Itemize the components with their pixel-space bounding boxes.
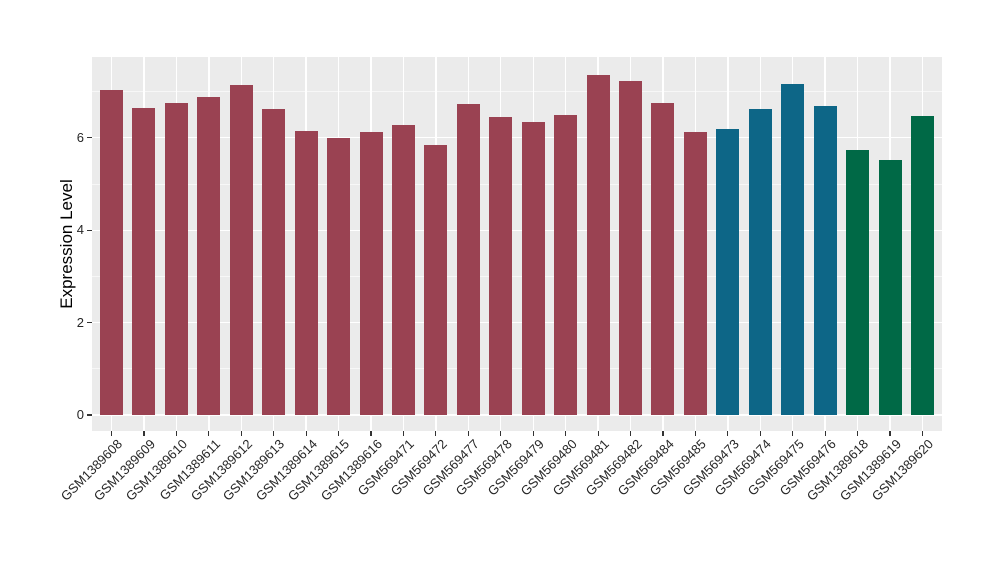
- x-tick-mark: [629, 431, 632, 436]
- x-tick-mark: [500, 431, 502, 436]
- bar-GSM569481: [586, 74, 610, 415]
- x-tick-mark: [532, 431, 534, 436]
- bar-GSM569476: [813, 105, 837, 415]
- x-tick-mark: [662, 431, 664, 436]
- x-tick-mark: [727, 431, 729, 436]
- x-tick-mark: [889, 431, 891, 436]
- gridline-major: [92, 137, 942, 139]
- x-tick-mark: [175, 431, 177, 436]
- bar-GSM1389619: [878, 160, 902, 415]
- bar-GSM1389612: [229, 85, 253, 415]
- bar-GSM1389616: [359, 131, 383, 415]
- y-tick-label: 4: [76, 222, 84, 238]
- x-tick-mark: [370, 431, 372, 436]
- bar-GSM1389614: [294, 130, 318, 415]
- bar-GSM569478: [489, 117, 513, 415]
- bar-GSM1389615: [327, 137, 351, 415]
- y-tick-label: 0: [76, 407, 84, 422]
- gridline-minor: [92, 276, 942, 277]
- gridline-minor: [92, 91, 942, 92]
- y-tick-mark: [87, 229, 92, 231]
- x-tick-mark: [402, 431, 405, 436]
- bar-GSM1389613: [262, 108, 286, 415]
- y-tick-mark: [87, 322, 92, 324]
- y-tick-label: 6: [76, 129, 84, 145]
- bar-GSM1389611: [197, 97, 221, 415]
- bar-GSM1389609: [132, 108, 156, 415]
- x-tick-mark: [857, 431, 859, 436]
- gridline-minor: [92, 368, 942, 370]
- gridline-major: [92, 321, 942, 324]
- bar-GSM569484: [651, 103, 675, 415]
- gridline-major: [92, 229, 942, 231]
- bar-GSM1389618: [846, 149, 870, 415]
- y-tick-label: 2: [76, 314, 84, 330]
- bar-GSM569472: [424, 145, 448, 415]
- x-tick-mark: [337, 431, 340, 436]
- plot-panel: [92, 57, 942, 431]
- x-tick-mark: [273, 431, 275, 436]
- bar-GSM1389608: [100, 90, 123, 415]
- x-tick-mark: [435, 431, 437, 436]
- bar-GSM569480: [554, 114, 578, 415]
- x-tick-mark: [824, 431, 826, 436]
- bar-GSM569475: [781, 83, 805, 415]
- bar-GSM1389620: [911, 115, 934, 415]
- y-tick-mark: [87, 137, 92, 139]
- y-axis-title: Expression Level: [57, 179, 76, 309]
- x-tick-mark: [565, 431, 567, 436]
- x-tick-mark: [921, 431, 924, 436]
- bar-GSM569473: [716, 129, 740, 415]
- x-tick-mark: [143, 431, 145, 436]
- gridline-major: [92, 414, 942, 416]
- x-tick-mark: [208, 431, 210, 436]
- x-tick-mark: [240, 431, 242, 436]
- x-tick-mark: [110, 431, 113, 436]
- bar-GSM569485: [683, 131, 707, 415]
- bar-GSM569477: [456, 103, 480, 415]
- bar-GSM569482: [619, 80, 643, 415]
- bar-GSM569479: [521, 122, 545, 415]
- x-tick-mark: [305, 431, 307, 436]
- bar-GSM569474: [748, 109, 772, 415]
- gridline-minor: [92, 183, 942, 185]
- x-tick-mark: [792, 431, 794, 436]
- y-tick-mark: [87, 414, 92, 416]
- bar-GSM1389610: [164, 102, 188, 415]
- x-tick-mark: [467, 431, 469, 436]
- x-tick-mark: [694, 431, 696, 436]
- x-tick-mark: [597, 431, 599, 436]
- bar-GSM569471: [391, 125, 415, 415]
- x-tick-mark: [759, 431, 761, 436]
